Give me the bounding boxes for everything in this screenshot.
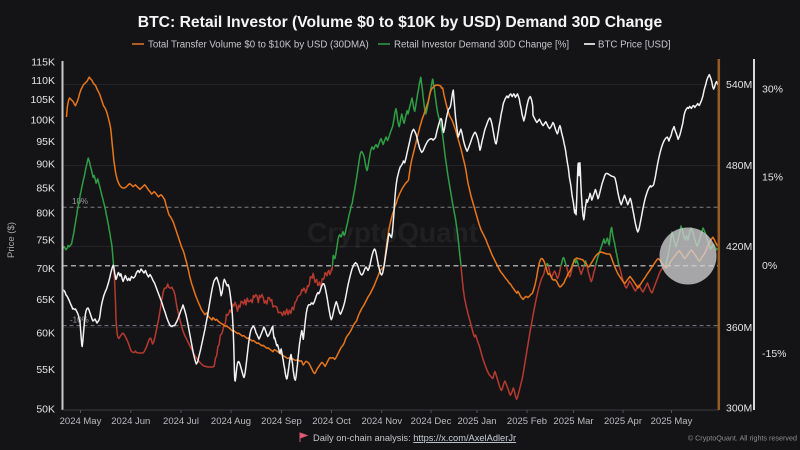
svg-text:300M: 300M (726, 403, 752, 415)
svg-text:2024 Nov: 2024 Nov (361, 416, 402, 427)
svg-text:65K: 65K (36, 294, 55, 306)
svg-text:2024 Jun: 2024 Jun (111, 416, 150, 427)
svg-text:-15%: -15% (762, 348, 787, 360)
svg-text:100K: 100K (30, 115, 55, 127)
svg-text:360M: 360M (726, 322, 752, 334)
svg-text:540M: 540M (726, 79, 752, 91)
svg-text:2025 Feb: 2025 Feb (507, 416, 547, 427)
svg-text:2024 Aug: 2024 Aug (211, 416, 251, 427)
svg-text:95K: 95K (36, 136, 55, 148)
svg-text:2025 Apr: 2025 Apr (604, 416, 642, 427)
svg-text:2025 Jan: 2025 Jan (457, 416, 496, 427)
svg-text:30%: 30% (762, 83, 783, 95)
svg-text:2024 Sep: 2024 Sep (261, 416, 302, 427)
svg-text:© CryptoQuant. All rights rese: © CryptoQuant. All rights reserved (688, 434, 797, 443)
svg-text:80K: 80K (36, 208, 55, 220)
svg-text:2025 May: 2025 May (651, 416, 693, 427)
svg-text:480M: 480M (726, 160, 752, 172)
svg-text:BTC: Retail Investor (Volume $: BTC: Retail Investor (Volume $0 to $10K … (138, 14, 663, 31)
svg-text:BTC Price [USD]: BTC Price [USD] (598, 40, 671, 51)
svg-text:90K: 90K (36, 159, 55, 171)
svg-text:420M: 420M (726, 241, 752, 253)
svg-text:Retail Investor Demand 30D Cha: Retail Investor Demand 30D Change [%] (394, 40, 569, 51)
svg-text:0%: 0% (762, 260, 777, 272)
svg-text:115K: 115K (31, 56, 55, 68)
svg-text:2024 Jul: 2024 Jul (163, 416, 199, 427)
svg-text:75K: 75K (36, 235, 55, 247)
svg-text:2024 Dec: 2024 Dec (411, 416, 452, 427)
svg-text:2025 Mar: 2025 Mar (553, 416, 593, 427)
svg-text:Total Transfer Volume $0 to $1: Total Transfer Volume $0 to $10K by USD … (148, 40, 369, 51)
svg-text:105K: 105K (30, 94, 55, 106)
svg-text:10%: 10% (72, 197, 88, 206)
svg-text:55K: 55K (36, 364, 55, 376)
svg-text:110K: 110K (31, 75, 55, 87)
svg-text:Daily on-chain analysis: https: Daily on-chain analysis: https://x.com/A… (313, 433, 516, 443)
svg-text:Price ($): Price ($) (6, 222, 17, 258)
svg-text:15%: 15% (762, 171, 783, 183)
svg-text:2024 May: 2024 May (60, 416, 102, 427)
svg-text:50K: 50K (36, 404, 55, 416)
svg-text:2024 Oct: 2024 Oct (312, 416, 351, 427)
svg-text:85K: 85K (36, 182, 55, 194)
svg-text:60K: 60K (36, 328, 55, 340)
svg-text:70K: 70K (36, 263, 55, 275)
